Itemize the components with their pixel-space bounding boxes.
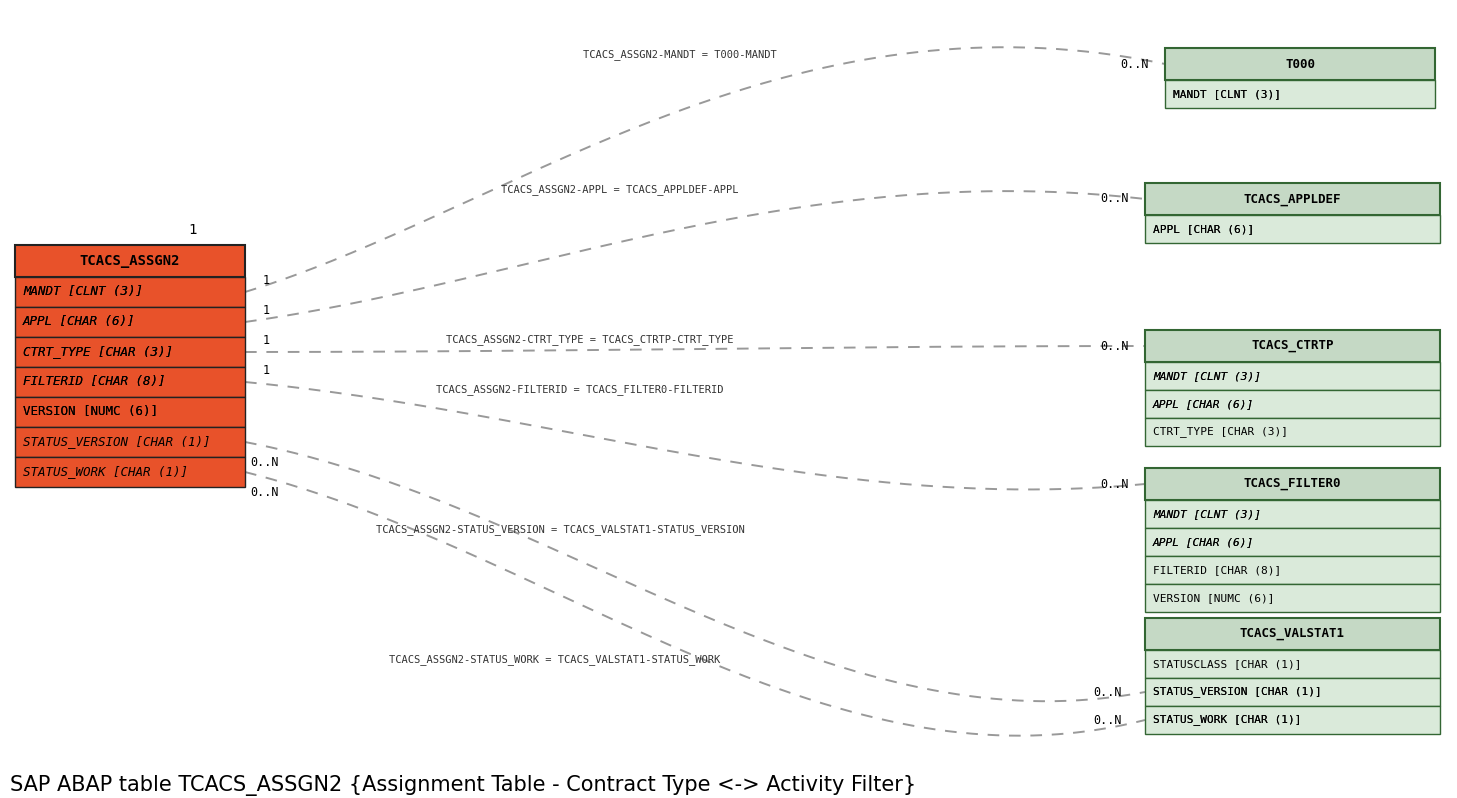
Text: APPL [CHAR (6)]: APPL [CHAR (6)]: [1152, 537, 1254, 547]
Text: APPL [CHAR (6)]: APPL [CHAR (6)]: [1152, 537, 1254, 547]
Text: 0..N: 0..N: [1093, 685, 1122, 698]
Text: TCACS_ASSGN2-CTRT_TYPE = TCACS_CTRTP-CTRT_TYPE: TCACS_ASSGN2-CTRT_TYPE = TCACS_CTRTP-CTR…: [446, 334, 734, 346]
Text: 1: 1: [264, 334, 270, 346]
Text: MANDT [CLNT (3)]: MANDT [CLNT (3)]: [1152, 371, 1260, 381]
Text: VERSION [NUMC (6)]: VERSION [NUMC (6)]: [1152, 593, 1275, 603]
Text: TCACS_ASSGN2-APPL = TCACS_APPLDEF-APPL: TCACS_ASSGN2-APPL = TCACS_APPLDEF-APPL: [501, 184, 739, 196]
Text: FILTERID [CHAR (8)]: FILTERID [CHAR (8)]: [1152, 565, 1281, 575]
Text: 0..N: 0..N: [251, 486, 278, 499]
Bar: [1145, 706, 1440, 734]
Text: SAP ABAP table TCACS_ASSGN2 {Assignment Table - Contract Type <-> Activity Filte: SAP ABAP table TCACS_ASSGN2 {Assignment …: [10, 775, 916, 796]
Text: STATUS_VERSION [CHAR (1)]: STATUS_VERSION [CHAR (1)]: [23, 436, 210, 448]
Bar: [1145, 584, 1440, 612]
Text: VERSION [NUMC (6)]: VERSION [NUMC (6)]: [23, 405, 157, 418]
Text: APPL [CHAR (6)]: APPL [CHAR (6)]: [23, 315, 136, 329]
Text: MANDT [CLNT (3)]: MANDT [CLNT (3)]: [1152, 371, 1260, 381]
Text: TCACS_CTRTP: TCACS_CTRTP: [1252, 339, 1333, 353]
Bar: [15, 337, 245, 367]
Bar: [1166, 80, 1435, 108]
Text: STATUS_VERSION [CHAR (1)]: STATUS_VERSION [CHAR (1)]: [1152, 686, 1321, 697]
Text: 0..N: 0..N: [1100, 339, 1129, 353]
Text: MANDT [CLNT (3)]: MANDT [CLNT (3)]: [23, 286, 143, 298]
Text: T000: T000: [1285, 57, 1316, 70]
Text: 0..N: 0..N: [1093, 713, 1122, 726]
Text: CTRT_TYPE [CHAR (3)]: CTRT_TYPE [CHAR (3)]: [1152, 427, 1288, 437]
Text: 0..N: 0..N: [251, 456, 278, 469]
Text: CTRT_TYPE [CHAR (3)]: CTRT_TYPE [CHAR (3)]: [23, 346, 173, 358]
Text: APPL [CHAR (6)]: APPL [CHAR (6)]: [1152, 399, 1254, 409]
Bar: [1145, 183, 1440, 215]
Text: APPL [CHAR (6)]: APPL [CHAR (6)]: [1152, 224, 1254, 234]
Text: CTRT_TYPE [CHAR (3)]: CTRT_TYPE [CHAR (3)]: [23, 346, 173, 358]
Text: APPL [CHAR (6)]: APPL [CHAR (6)]: [1152, 224, 1254, 234]
Bar: [1145, 390, 1440, 418]
Text: TCACS_ASSGN2: TCACS_ASSGN2: [80, 254, 181, 268]
Text: STATUS_WORK [CHAR (1)]: STATUS_WORK [CHAR (1)]: [23, 465, 188, 479]
Text: TCACS_APPLDEF: TCACS_APPLDEF: [1244, 192, 1342, 206]
Text: STATUSCLASS [CHAR (1)]: STATUSCLASS [CHAR (1)]: [1152, 659, 1301, 669]
Bar: [1145, 362, 1440, 390]
Bar: [15, 245, 245, 277]
Bar: [1145, 500, 1440, 528]
Bar: [1145, 330, 1440, 362]
Text: STATUS_VERSION [CHAR (1)]: STATUS_VERSION [CHAR (1)]: [1152, 686, 1321, 697]
Text: APPL [CHAR (6)]: APPL [CHAR (6)]: [23, 315, 136, 329]
Bar: [1166, 48, 1435, 80]
Text: 1: 1: [264, 274, 270, 286]
Bar: [15, 397, 245, 427]
Bar: [15, 457, 245, 487]
Text: STATUS_WORK [CHAR (1)]: STATUS_WORK [CHAR (1)]: [1152, 714, 1301, 725]
Bar: [15, 367, 245, 397]
Text: 1: 1: [264, 364, 270, 377]
Bar: [15, 307, 245, 337]
Text: STATUS_WORK [CHAR (1)]: STATUS_WORK [CHAR (1)]: [1152, 714, 1301, 725]
Bar: [1145, 418, 1440, 446]
Text: VERSION [NUMC (6)]: VERSION [NUMC (6)]: [23, 405, 157, 418]
Text: 0..N: 0..N: [1100, 477, 1129, 491]
Text: MANDT [CLNT (3)]: MANDT [CLNT (3)]: [23, 286, 143, 298]
Text: MANDT [CLNT (3)]: MANDT [CLNT (3)]: [1173, 89, 1281, 99]
Bar: [1145, 215, 1440, 243]
Text: TCACS_ASSGN2-STATUS_VERSION = TCACS_VALSTAT1-STATUS_VERSION: TCACS_ASSGN2-STATUS_VERSION = TCACS_VALS…: [376, 524, 745, 535]
Text: 0..N: 0..N: [1100, 192, 1129, 206]
Text: FILTERID [CHAR (8)]: FILTERID [CHAR (8)]: [23, 376, 166, 389]
Text: APPL [CHAR (6)]: APPL [CHAR (6)]: [1152, 399, 1254, 409]
Bar: [1145, 678, 1440, 706]
Text: TCACS_FILTER0: TCACS_FILTER0: [1244, 477, 1342, 491]
Text: 1: 1: [264, 303, 270, 317]
Text: TCACS_ASSGN2-FILTERID = TCACS_FILTER0-FILTERID: TCACS_ASSGN2-FILTERID = TCACS_FILTER0-FI…: [436, 385, 724, 396]
Text: MANDT [CLNT (3)]: MANDT [CLNT (3)]: [1152, 509, 1260, 519]
Text: 1: 1: [188, 223, 197, 237]
Text: TCACS_VALSTAT1: TCACS_VALSTAT1: [1240, 627, 1345, 641]
Bar: [15, 427, 245, 457]
Bar: [1145, 468, 1440, 500]
Text: FILTERID [CHAR (8)]: FILTERID [CHAR (8)]: [23, 376, 166, 389]
Bar: [1145, 528, 1440, 556]
Bar: [15, 277, 245, 307]
Bar: [1145, 556, 1440, 584]
Bar: [1145, 618, 1440, 650]
Text: MANDT [CLNT (3)]: MANDT [CLNT (3)]: [1152, 509, 1260, 519]
Text: TCACS_ASSGN2-STATUS_WORK = TCACS_VALSTAT1-STATUS_WORK: TCACS_ASSGN2-STATUS_WORK = TCACS_VALSTAT…: [389, 654, 721, 666]
Bar: [1145, 650, 1440, 678]
Text: TCACS_ASSGN2-MANDT = T000-MANDT: TCACS_ASSGN2-MANDT = T000-MANDT: [583, 49, 777, 61]
Text: 0..N: 0..N: [1120, 57, 1148, 70]
Text: MANDT [CLNT (3)]: MANDT [CLNT (3)]: [1173, 89, 1281, 99]
